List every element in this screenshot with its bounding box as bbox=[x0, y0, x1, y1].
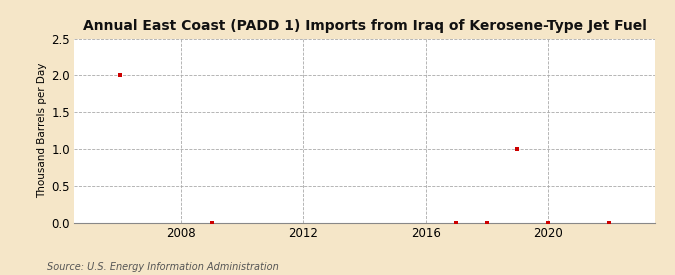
Y-axis label: Thousand Barrels per Day: Thousand Barrels per Day bbox=[37, 63, 47, 198]
Title: Annual East Coast (PADD 1) Imports from Iraq of Kerosene-Type Jet Fuel: Annual East Coast (PADD 1) Imports from … bbox=[82, 19, 647, 33]
Text: Source: U.S. Energy Information Administration: Source: U.S. Energy Information Administ… bbox=[47, 262, 279, 272]
